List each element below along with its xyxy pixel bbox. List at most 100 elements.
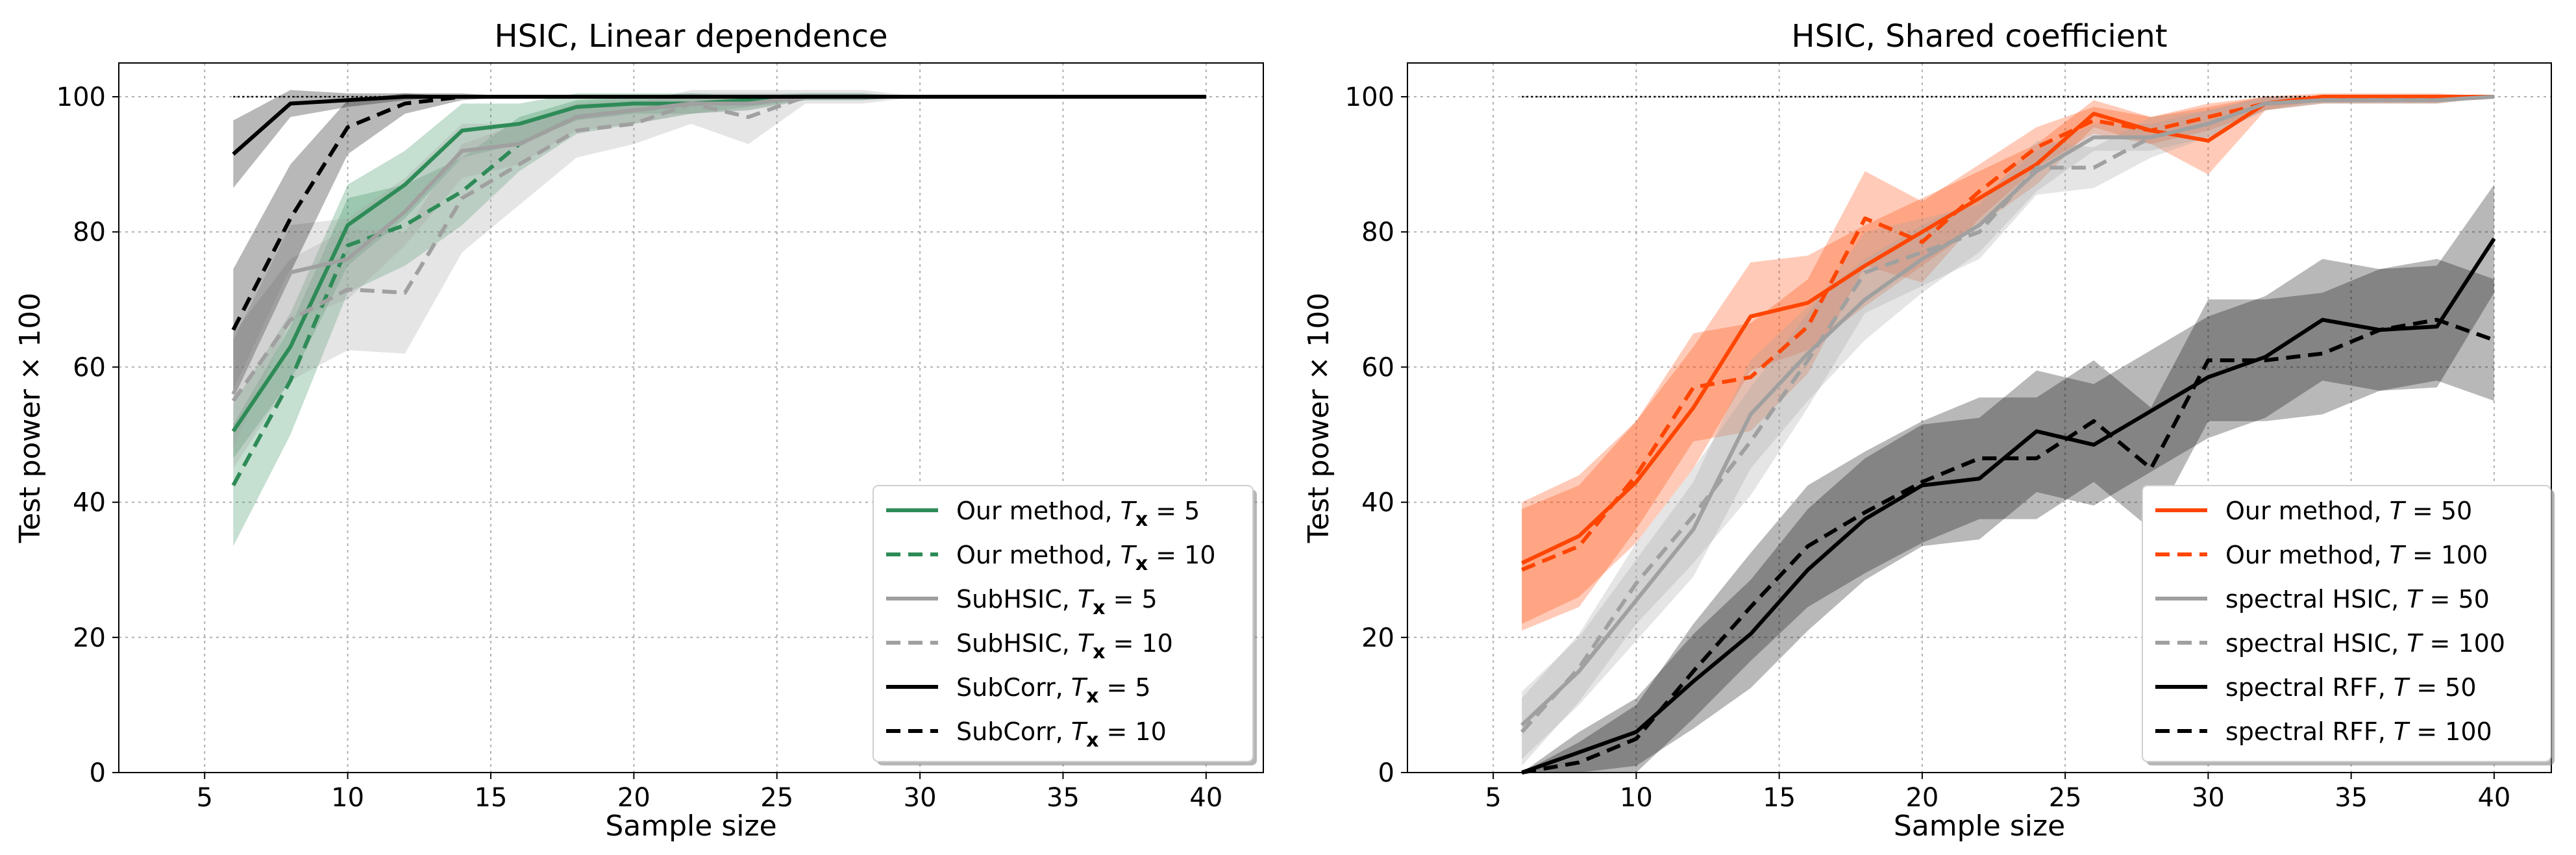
series-line-6 [1521, 317, 2495, 774]
legend-entry-name: spectral RFF, [2225, 717, 2394, 746]
legend-entry-subscript: x [1135, 508, 1148, 531]
legend-entry-label: SubHSIC, Tx = 5 [956, 585, 1158, 619]
x-axis-label: Sample size [1894, 810, 2065, 843]
series-line-4 [1520, 95, 2495, 734]
legend-entry-value: = 100 [2409, 717, 2492, 746]
legend-entry-name: SubCorr, [956, 717, 1071, 746]
legend-entry-name: spectral RFF, [2225, 673, 2394, 702]
series-band-4 [233, 90, 1206, 469]
y-tick-label: 60 [73, 353, 106, 382]
x-axis-label: Sample size [605, 810, 776, 843]
y-tick-label: 80 [73, 217, 106, 247]
x-tick-label: 35 [2334, 783, 2368, 813]
y-tick-label: 60 [1361, 353, 1394, 382]
x-tick-label: 30 [2192, 783, 2225, 813]
legend-entry-subscript: x [1093, 641, 1105, 663]
x-tick-label: 30 [904, 783, 937, 813]
y-tick-label: 100 [56, 82, 106, 112]
chart-title: HSIC, Linear dependence [495, 18, 888, 55]
legend-entry-label: Our method, T = 50 [2225, 497, 2472, 525]
legend-entry-label: spectral HSIC, T = 50 [2225, 585, 2490, 613]
y-tick-label: 40 [1361, 488, 1394, 518]
legend-entry-label: spectral HSIC, T = 100 [2225, 629, 2505, 658]
legend-entry-subscript: x [1086, 729, 1098, 752]
x-tick-label: 25 [2049, 783, 2082, 813]
legend-entry-name: SubHSIC, [956, 629, 1078, 658]
legend-entry-value: = 5 [1106, 585, 1158, 613]
legend-entry-var: T [1078, 629, 1095, 658]
legend-entry-label: Our method, Tx = 5 [956, 497, 1200, 531]
y-tick-label: 0 [1378, 758, 1394, 788]
series-line-6 [231, 95, 1206, 331]
legend-entry-value: = 10 [1098, 717, 1166, 746]
series-line-1 [1520, 95, 2494, 565]
legend-entry-label: SubCorr, Tx = 10 [956, 717, 1167, 752]
legend-entry-value: = 5 [1148, 497, 1200, 525]
legend-entry-label: Our method, T = 100 [2225, 541, 2488, 569]
legend-entry-label: SubHSIC, Tx = 10 [956, 629, 1173, 663]
x-tick-label: 25 [760, 783, 793, 813]
legend-entry-label: spectral RFF, T = 100 [2225, 717, 2492, 746]
legend-entry-var: T [1078, 585, 1095, 613]
series-band-6 [1522, 258, 2494, 773]
legend-entry-value: = 50 [2405, 497, 2472, 525]
series-line-2 [1521, 95, 2495, 572]
legend-entry-var: T [2390, 541, 2407, 569]
legend-entry-label: Our method, Tx = 10 [956, 541, 1216, 575]
legend-entry-value: = 50 [2409, 673, 2476, 702]
chart-panel-2: 5 10 15 20 25 30 35 40 0 20 40 60 80 100 HSIC, Shared … [1302, 18, 2555, 843]
y-tick-label: 0 [90, 758, 106, 788]
legend-entry-name: SubCorr, [956, 673, 1071, 702]
series-band-6 [233, 93, 1206, 391]
legend-entry-subscript: x [1086, 685, 1098, 708]
chart-panel-1: 5 10 15 20 25 30 35 40 0 20 40 60 80 100 HSIC, Linear … [14, 18, 1264, 843]
series-band-2 [233, 93, 1206, 547]
x-tick-label: 5 [196, 783, 212, 813]
legend-entry-value: = 10 [1106, 629, 1173, 658]
legend-entry-name: Our method, [956, 497, 1121, 525]
x-tick-label: 40 [2477, 783, 2510, 813]
legend-entry-name: spectral HSIC, [2225, 585, 2407, 613]
legend-entry-value: = 5 [1098, 673, 1150, 702]
legend-entry-name: Our method, [2225, 541, 2390, 569]
series-band-5 [1522, 184, 2494, 773]
chart-title: HSIC, Shared coefficient [1791, 18, 2167, 55]
legend-entry-var: T [2394, 673, 2410, 702]
y-tick-label: 20 [73, 623, 106, 653]
plot-frame [1407, 62, 2552, 773]
legend-box [2142, 485, 2551, 762]
legend-entry-var: T [1121, 541, 1137, 569]
x-tick-label: 5 [1485, 783, 1501, 813]
legend-entry-label: SubCorr, Tx = 5 [956, 673, 1151, 708]
legend-entry-var: T [2390, 497, 2407, 525]
legend-entry-value: = 10 [1148, 541, 1215, 569]
y-tick-label: 20 [1361, 623, 1394, 653]
legend-entry-value: = 100 [2421, 629, 2505, 658]
legend-entry-name: Our method, [2225, 497, 2390, 525]
legend-entry-var: T [1071, 673, 1088, 702]
legend-entry-value: = 50 [2421, 585, 2489, 613]
x-tick-label: 10 [331, 783, 364, 813]
x-tick-label: 10 [1620, 783, 1653, 813]
y-axis-label: Test power × 100 [14, 293, 47, 543]
legend-entry-name: spectral HSIC, [2225, 629, 2407, 658]
x-tick-label: 15 [1763, 783, 1796, 813]
legend-entry-var: T [1071, 717, 1088, 746]
legend-entry-subscript: x [1093, 597, 1105, 619]
legend-entry-value: = 100 [2405, 541, 2488, 569]
series-line-5 [1521, 237, 2496, 774]
legend-entry-name: SubHSIC, [956, 585, 1078, 613]
y-tick-label: 40 [73, 488, 106, 518]
legend-entry-subscript: x [1135, 552, 1148, 575]
y-tick-label: 100 [1345, 82, 1394, 112]
legend-box [873, 485, 1254, 762]
y-tick-label: 80 [1361, 217, 1394, 247]
x-tick-label: 20 [1905, 783, 1938, 813]
legend-entry-name: Our method, [956, 541, 1121, 569]
legend-entry-var: T [1121, 497, 1137, 525]
series-band-2 [1522, 97, 2494, 631]
x-tick-label: 40 [1189, 783, 1222, 813]
